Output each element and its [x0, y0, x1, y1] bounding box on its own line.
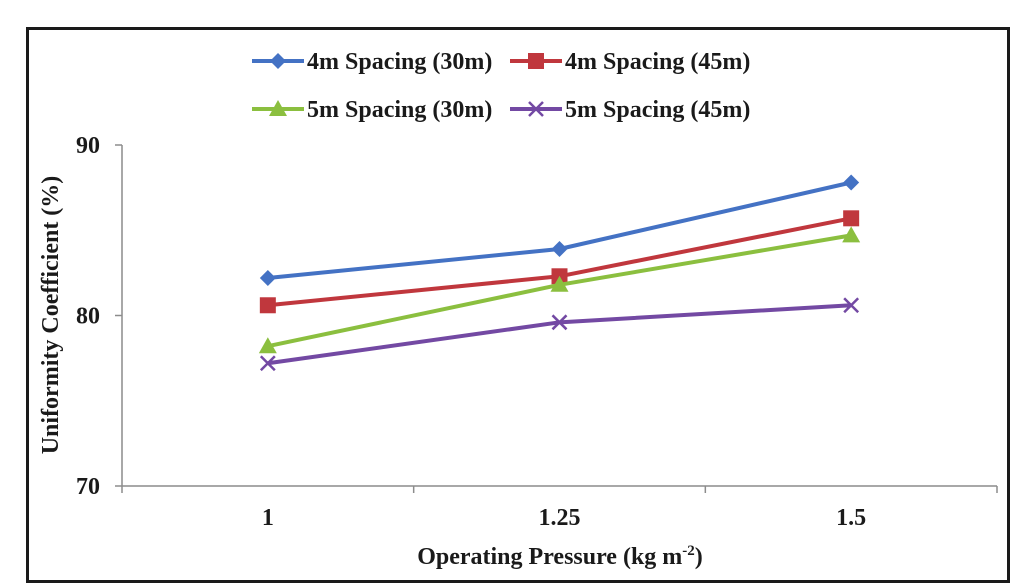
x-axis-title-main: Operating Pressure (kg m: [417, 544, 682, 570]
legend-item: 5m Spacing (30m): [252, 97, 492, 123]
data-point: [259, 269, 276, 286]
legend-label: 5m Spacing (30m): [307, 97, 492, 123]
x-tick-label: 1.5: [836, 505, 866, 531]
legend-item: 4m Spacing (45m): [510, 49, 750, 75]
x-tick-label: 1: [262, 505, 274, 531]
series-2: [259, 210, 860, 314]
data-point: [550, 275, 569, 292]
series-line: [267, 216, 852, 308]
series-group: [258, 174, 861, 372]
x-axis-title-close: ): [695, 544, 703, 570]
legend-label: 4m Spacing (30m): [307, 49, 492, 75]
legend-label: 4m Spacing (45m): [565, 49, 750, 75]
series-line: [267, 180, 852, 280]
series-4: [259, 297, 860, 372]
series-3: [258, 226, 861, 354]
chart-frame: [26, 27, 1010, 583]
data-point: [843, 174, 860, 191]
x-axis-title-sup: -2: [682, 543, 695, 559]
data-point: [842, 226, 861, 243]
y-tick-label: 70: [76, 474, 100, 500]
legend: 4m Spacing (30m) 4m Spacing (45m) 5m Spaci…: [252, 49, 750, 123]
data-point: [258, 337, 277, 354]
y-axis-title: Uniformity Coefficient (%): [38, 176, 64, 455]
series-line: [267, 303, 852, 366]
data-point: [843, 210, 860, 227]
legend-marker: [528, 53, 544, 69]
x-tick-label: 1.25: [539, 505, 581, 531]
data-point: [843, 297, 860, 314]
legend-item: 4m Spacing (30m): [252, 49, 492, 75]
data-point: [259, 297, 276, 314]
data-point: [259, 355, 276, 372]
data-point: [551, 241, 568, 258]
x-axis-title: Operating Pressure (kg m-2): [417, 543, 703, 570]
series-1: [259, 174, 860, 286]
legend-item: 5m Spacing (45m): [510, 97, 750, 123]
legend-marker: [269, 100, 287, 116]
y-tick-label: 90: [76, 133, 100, 159]
y-tick-label: 80: [76, 304, 100, 330]
legend-label: 5m Spacing (45m): [565, 97, 750, 123]
legend-marker: [270, 53, 286, 69]
legend-marker: [528, 101, 544, 117]
axes: 70 80 90 1 1.25 1.5: [76, 133, 998, 531]
data-point: [551, 314, 568, 331]
